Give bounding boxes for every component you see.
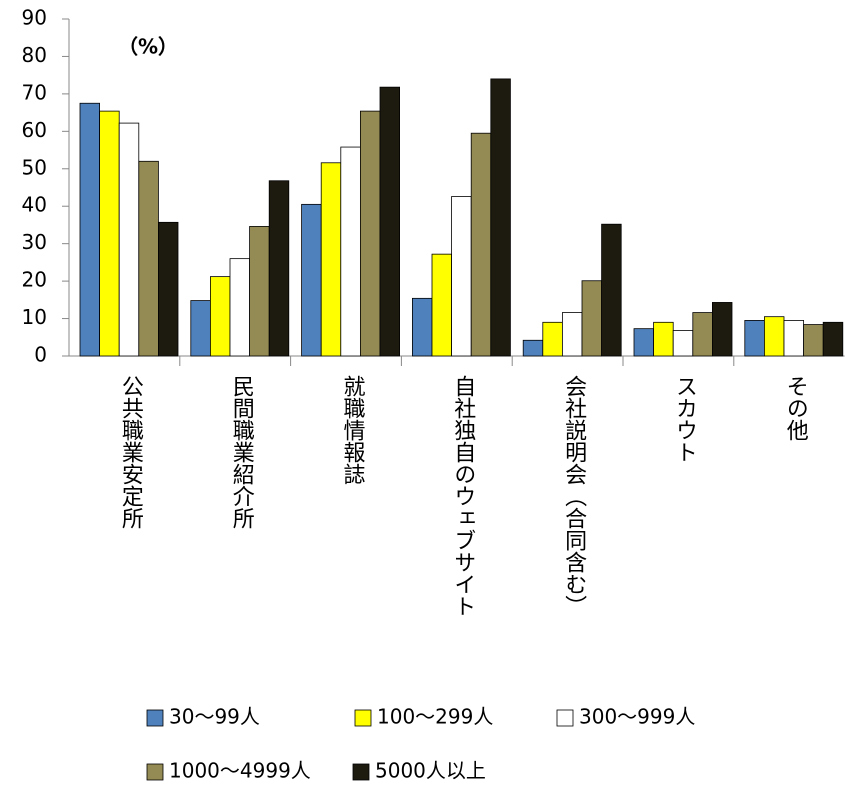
x-tick-label: 就職情報誌	[340, 375, 366, 485]
bar	[79, 102, 101, 357]
bar	[320, 162, 342, 357]
y-tick-label: 70	[22, 80, 47, 104]
y-tick-label: 80	[22, 43, 47, 67]
legend-swatch	[352, 763, 370, 781]
bar	[229, 258, 251, 357]
bar	[359, 110, 381, 357]
bar	[340, 146, 361, 357]
bar	[601, 223, 622, 357]
x-tick-label: その他	[783, 375, 809, 441]
bar	[522, 339, 544, 357]
bar	[803, 324, 824, 357]
bar	[209, 276, 231, 357]
bar	[268, 180, 290, 357]
x-tick-label: スカウト	[672, 375, 697, 463]
y-tick-label: 30	[22, 230, 47, 254]
bar	[451, 196, 472, 357]
bar	[712, 302, 733, 357]
legend-label: 30〜99人	[169, 705, 260, 729]
legend-swatch	[146, 709, 164, 727]
legend-label: 100〜299人	[377, 705, 493, 729]
legend-swatch	[146, 763, 164, 781]
bar	[431, 253, 453, 357]
x-tick-label: 会社説明会（合同含む）	[561, 375, 587, 617]
legend-swatch	[354, 709, 372, 727]
legend-swatch	[556, 709, 574, 727]
y-tick-label: 0	[34, 343, 47, 367]
bar	[301, 203, 322, 357]
bar	[562, 312, 583, 357]
bar	[411, 297, 433, 357]
bar	[99, 110, 120, 357]
bar	[470, 132, 492, 357]
bar	[379, 86, 401, 357]
legend-label: 300〜999人	[579, 705, 695, 729]
bar	[692, 312, 713, 357]
y-tick-label: 60	[22, 118, 47, 142]
bar	[249, 226, 270, 357]
bar	[744, 320, 765, 357]
x-tick-label: 民間職業紹介所	[229, 375, 255, 529]
x-tick-label: 公共職業安定所	[118, 375, 144, 529]
bar	[633, 328, 655, 357]
legend-label: 1000〜4999人	[169, 759, 311, 783]
bar	[672, 330, 694, 357]
bar	[118, 122, 140, 357]
bar	[490, 78, 511, 357]
bar	[190, 300, 211, 357]
bar	[653, 321, 674, 357]
y-tick-label: 10	[22, 305, 47, 329]
bar	[822, 321, 844, 357]
legend-label: 5000人以上	[375, 759, 486, 783]
bar	[764, 316, 785, 357]
bar	[157, 221, 179, 357]
x-tick-label: 自社独自のウェブサイト	[450, 375, 476, 617]
y-tick-label: 50	[22, 155, 47, 179]
bar	[542, 321, 563, 357]
bar	[783, 320, 805, 357]
y-tick-label: 90	[22, 6, 47, 30]
bar	[138, 160, 159, 357]
y-tick-label: 40	[22, 193, 47, 217]
bar	[581, 280, 603, 357]
annotation: （%）	[118, 35, 178, 59]
y-tick-label: 20	[22, 268, 47, 292]
